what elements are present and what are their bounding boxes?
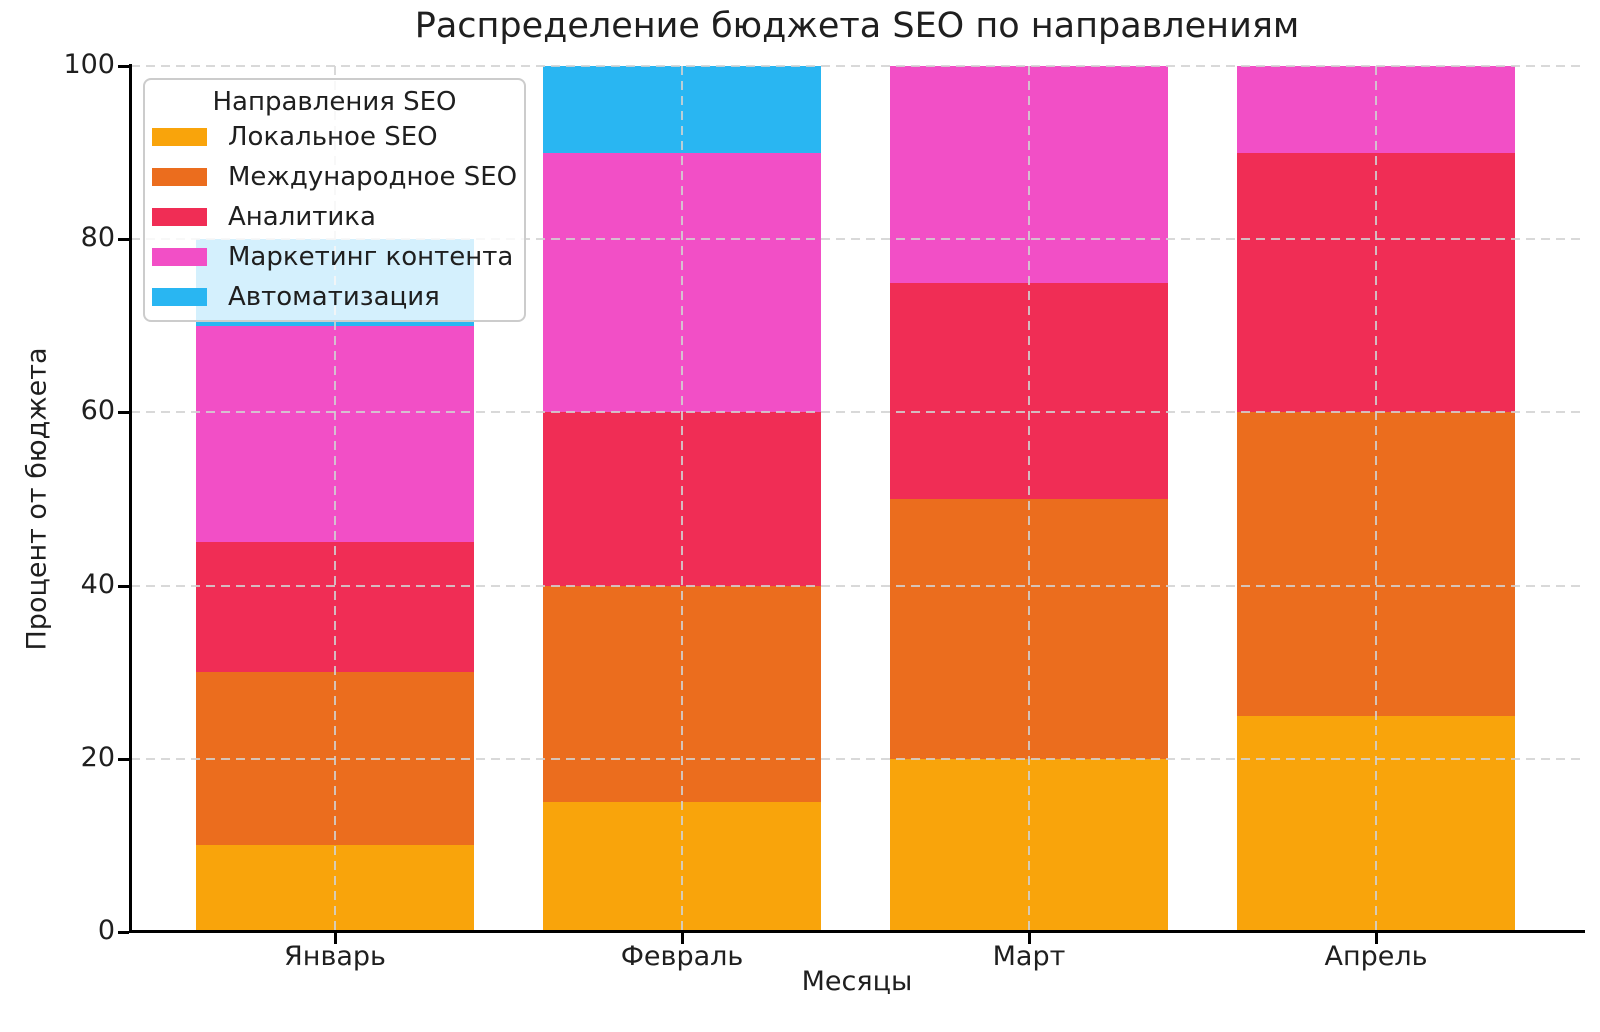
y-tick-label: 60 <box>80 395 115 427</box>
legend-label: Маркетинг контента <box>228 242 514 272</box>
legend-swatch-international-seo-icon <box>152 168 207 186</box>
x-tick-mark <box>334 933 337 944</box>
x-tick-mark <box>1028 933 1031 944</box>
y-tick-mark <box>118 238 129 242</box>
x-tick-label: Март <box>992 941 1066 972</box>
gridline-horizontal <box>131 411 1583 414</box>
legend-label: Локальное SEO <box>228 122 438 152</box>
legend-title: Направления SEO <box>212 87 457 117</box>
legend-row: Маркетинг контента <box>145 237 524 277</box>
gridline-vertical <box>1028 66 1030 932</box>
legend-label: Международное SEO <box>228 162 518 192</box>
plot-area: Направления SEO Локальное SEO Международ… <box>131 65 1583 932</box>
y-axis-spine <box>129 64 132 933</box>
legend-swatch-analytics-icon <box>152 208 207 226</box>
legend-row: Автоматизация <box>145 277 524 317</box>
y-tick-label: 80 <box>80 222 115 254</box>
x-axis-spine <box>129 930 1585 933</box>
legend-swatch-automation-icon <box>152 288 207 306</box>
x-tick-mark <box>681 933 684 944</box>
gridline-horizontal <box>131 65 1583 67</box>
gridline-horizontal <box>131 238 1583 241</box>
y-tick-label: 40 <box>80 568 115 600</box>
x-tick-label: Январь <box>284 941 386 972</box>
gridline-horizontal <box>131 757 1583 760</box>
legend-row: Аналитика <box>145 197 524 237</box>
legend-label: Аналитика <box>228 202 376 232</box>
y-tick-mark <box>118 411 129 415</box>
x-tick-label: Апрель <box>1324 941 1428 972</box>
legend-swatch-content-marketing-icon <box>152 248 207 266</box>
gridline-vertical <box>681 66 683 932</box>
gridline-vertical <box>334 66 336 932</box>
legend-row: Международное SEO <box>145 157 524 197</box>
legend-row: Локальное SEO <box>145 117 524 157</box>
chart-title: Распределение бюджета SEO по направления… <box>414 6 1300 46</box>
legend: Направления SEO Локальное SEO Международ… <box>143 78 526 322</box>
gridline-horizontal <box>131 584 1583 587</box>
legend-label: Автоматизация <box>228 282 440 312</box>
y-tick-mark <box>118 65 129 68</box>
gridline-vertical <box>1375 66 1377 932</box>
y-tick-label: 100 <box>63 49 115 80</box>
y-tick-mark <box>118 931 129 934</box>
legend-swatch-local-seo-icon <box>152 128 207 146</box>
x-tick-label: Февраль <box>620 941 744 972</box>
y-tick-label: 20 <box>80 741 115 773</box>
x-axis-label: Месяцы <box>801 966 913 997</box>
x-tick-mark <box>1375 933 1378 944</box>
y-tick-mark <box>118 584 129 588</box>
y-tick-label: 0 <box>97 915 115 946</box>
y-axis-label: Процент от бюджета <box>21 347 53 651</box>
y-tick-mark <box>118 757 129 761</box>
